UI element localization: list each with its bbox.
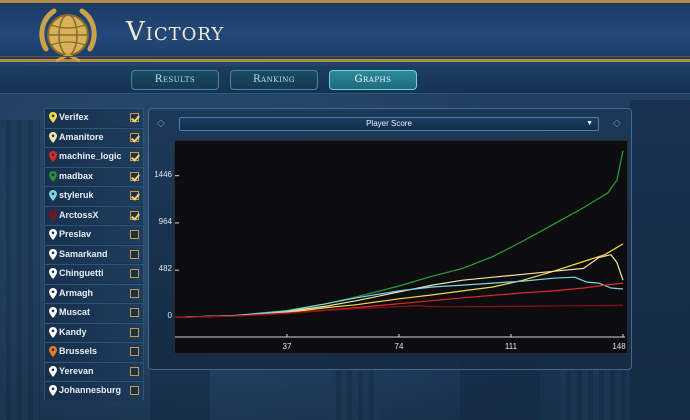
player-row[interactable]: Kandy xyxy=(44,322,144,342)
player-row[interactable]: ArctossX xyxy=(44,205,144,225)
player-name: Amanitore xyxy=(59,131,104,142)
player-name: ArctossX xyxy=(59,209,99,220)
player-row[interactable]: Verifex xyxy=(44,108,144,128)
player-toggle-checkbox[interactable] xyxy=(130,210,139,220)
map-pin-icon xyxy=(49,209,57,221)
map-pin-icon xyxy=(49,112,57,123)
player-row[interactable]: madbax xyxy=(44,166,144,186)
player-name: styleruk xyxy=(59,190,94,200)
player-row[interactable]: Amanitore xyxy=(44,127,144,147)
series-line-arctossx xyxy=(175,304,624,318)
map-pin-icon xyxy=(49,307,57,318)
player-name: Chinguetti xyxy=(59,268,104,278)
player-name: Yerevan xyxy=(59,365,94,376)
score-chart: 37 74 111 148 xyxy=(174,140,628,354)
player-name: Samarkand xyxy=(59,248,108,259)
player-toggle-checkbox[interactable] xyxy=(130,327,139,337)
y-tick-label: 482 xyxy=(158,264,172,274)
ornament-right-icon: ◇ xyxy=(613,118,621,129)
player-toggle-checkbox[interactable] xyxy=(130,386,139,395)
score-chart-svg: 37 74 111 148 xyxy=(175,150,626,351)
player-toggle-checkbox[interactable] xyxy=(130,132,139,142)
player-name: Preslav xyxy=(59,229,92,239)
player-toggle-checkbox[interactable] xyxy=(130,347,139,356)
page-title: Victory xyxy=(126,17,225,47)
tab-graphs[interactable]: Graphs xyxy=(329,70,417,90)
player-row[interactable]: Samarkand xyxy=(44,244,144,264)
y-tick-label: 1446 xyxy=(154,169,172,179)
y-tick-label: 0 xyxy=(167,311,172,321)
x-tick-label: 111 xyxy=(505,342,518,351)
player-name: machine_logic xyxy=(59,151,122,161)
player-toggle-checkbox[interactable] xyxy=(130,152,139,161)
player-toggle-checkbox[interactable] xyxy=(130,366,139,376)
player-name: Verifex xyxy=(59,112,89,122)
map-pin-icon xyxy=(49,385,57,396)
player-row[interactable]: Chinguetti xyxy=(44,264,144,284)
x-tick-label: 37 xyxy=(283,342,292,351)
player-row[interactable]: Armagh xyxy=(44,283,144,303)
ornament-left-icon: ◇ xyxy=(157,118,165,129)
tab-bar: Results Ranking Graphs xyxy=(0,66,690,94)
player-toggle-checkbox[interactable] xyxy=(130,288,139,298)
player-toggle-checkbox[interactable] xyxy=(130,269,139,278)
player-name: Muscat xyxy=(59,307,91,317)
victory-emblem-icon xyxy=(39,8,97,63)
map-pin-icon xyxy=(49,131,57,143)
player-toggle-checkbox[interactable] xyxy=(130,113,139,122)
map-pin-icon xyxy=(49,346,57,357)
series-line-amanitore xyxy=(175,254,624,318)
map-pin-icon xyxy=(49,170,57,182)
player-name: madbax xyxy=(59,170,94,181)
player-toggle-checkbox[interactable] xyxy=(130,249,139,259)
player-toggle-checkbox[interactable] xyxy=(130,171,139,181)
tab-ranking[interactable]: Ranking xyxy=(230,70,318,90)
player-row[interactable]: Johannesburg xyxy=(44,381,144,401)
map-pin-icon xyxy=(49,326,57,338)
x-tick-label: 74 xyxy=(395,342,404,351)
player-name: Johannesburg xyxy=(59,385,122,395)
map-pin-icon xyxy=(49,287,57,299)
graph-type-value: Player Score xyxy=(366,119,412,128)
player-row[interactable]: Yerevan xyxy=(44,361,144,381)
player-toggle-checkbox[interactable] xyxy=(130,191,139,200)
player-toggle-checkbox[interactable] xyxy=(130,308,139,317)
series-line-styleruk xyxy=(175,276,624,318)
series-line-machine-logic xyxy=(175,282,624,318)
series-line-verifex xyxy=(175,243,624,318)
victory-header: Victory xyxy=(0,0,690,63)
player-toggle-checkbox[interactable] xyxy=(130,230,139,239)
y-tick-label: 964 xyxy=(158,216,172,226)
player-row[interactable]: styleruk xyxy=(44,186,144,206)
map-pin-icon xyxy=(49,268,57,279)
player-name: Armagh xyxy=(59,287,94,298)
graph-type-dropdown[interactable]: Player Score ▼ xyxy=(179,117,599,131)
player-name: Brussels xyxy=(59,346,98,356)
map-pin-icon xyxy=(49,365,57,377)
map-pin-icon xyxy=(49,190,57,201)
map-pin-icon xyxy=(49,248,57,260)
player-name: Kandy xyxy=(59,326,87,337)
chevron-down-icon: ▼ xyxy=(586,120,593,127)
map-pin-icon xyxy=(49,229,57,240)
x-tick-label: 148 xyxy=(612,342,626,351)
map-pin-icon xyxy=(49,151,57,162)
tab-results[interactable]: Results xyxy=(131,70,219,90)
player-row[interactable]: Brussels xyxy=(44,342,144,362)
player-row[interactable]: Preslav xyxy=(44,225,144,245)
player-row[interactable]: Muscat xyxy=(44,303,144,323)
player-row[interactable]: machine_logic xyxy=(44,147,144,167)
